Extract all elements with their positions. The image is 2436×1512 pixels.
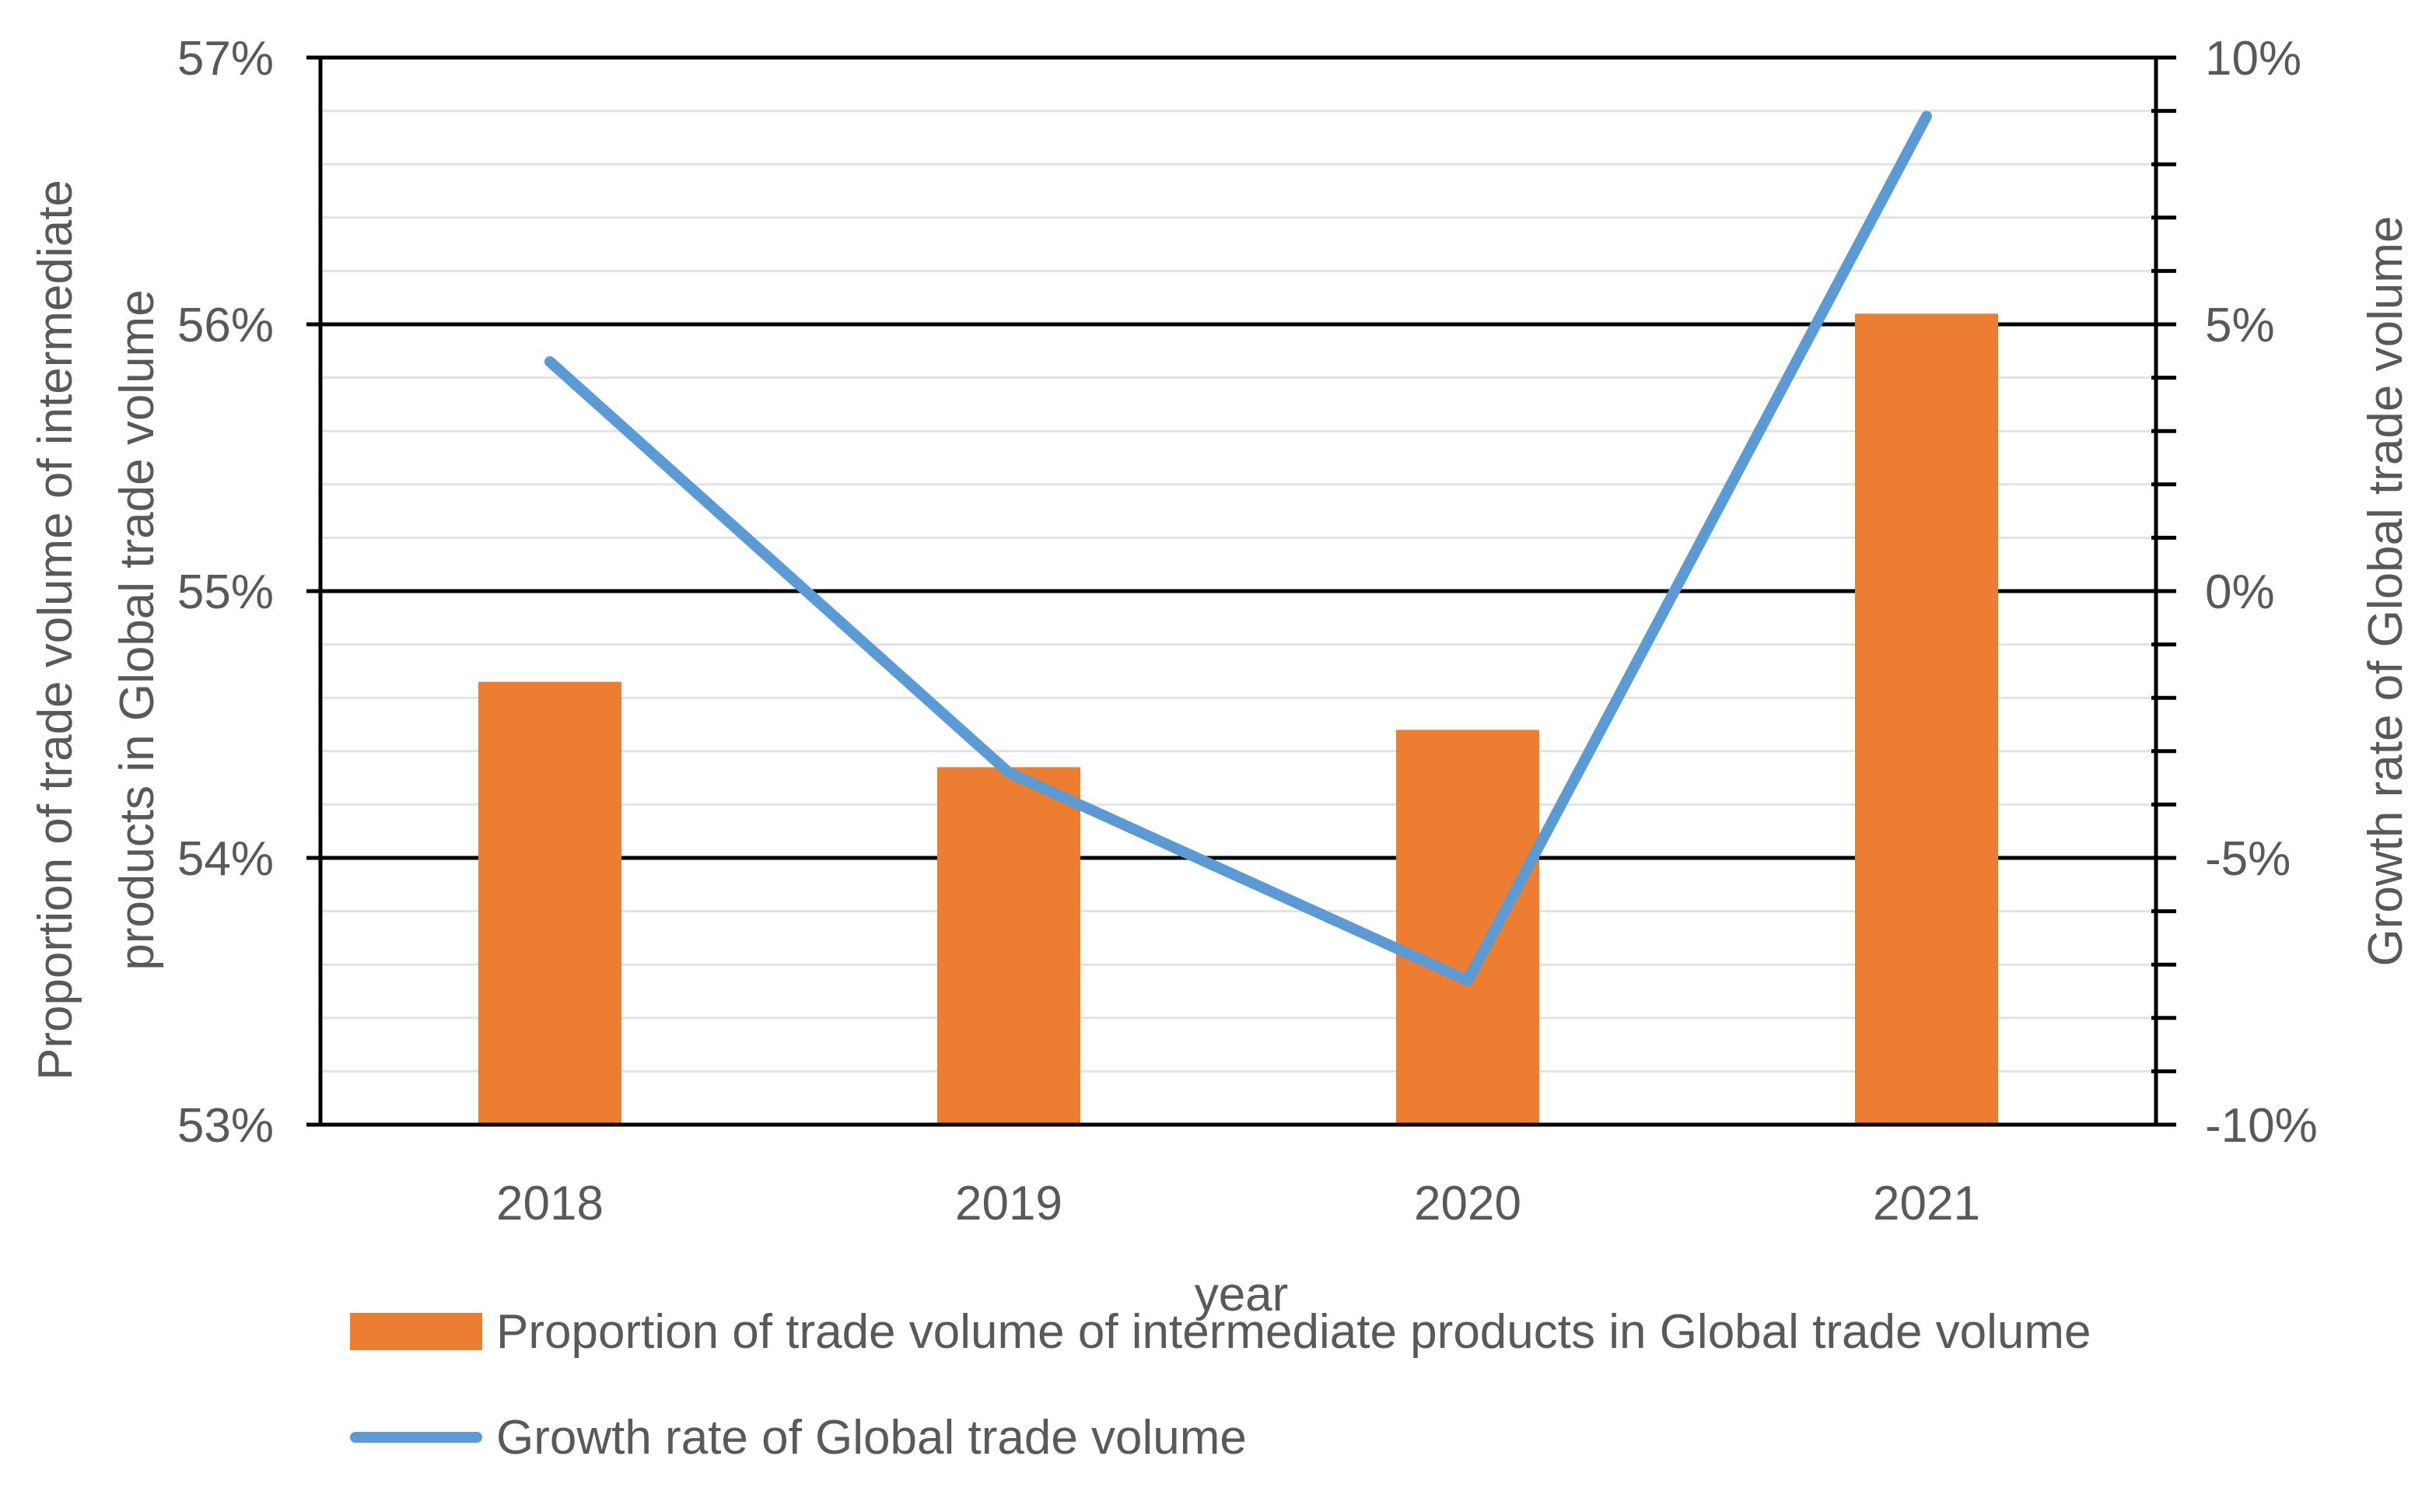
- right-axis-title: Growth rate of Global trade volume: [2359, 216, 2413, 967]
- legend-line-label: Growth rate of Global trade volume: [496, 1410, 1247, 1465]
- x-tick-label: 2020: [1414, 1177, 1521, 1230]
- x-tick-label: 2021: [1873, 1177, 1980, 1230]
- bar-series: [478, 313, 1998, 1125]
- right-tick-label: -5%: [2205, 832, 2291, 886]
- x-axis-tick-labels: 2018 2019 2020 2021: [496, 1177, 1980, 1230]
- legend-bar-label: Proportion of trade volume of intermedia…: [496, 1304, 2091, 1360]
- left-tick-label: 53%: [177, 1099, 274, 1153]
- legend: Proportion of trade volume of intermedia…: [350, 1300, 2091, 1512]
- x-tick-label: 2018: [496, 1177, 604, 1230]
- bar-2020: [1396, 730, 1539, 1125]
- right-tick-label: 10%: [2205, 32, 2301, 86]
- legend-bar-swatch: [350, 1313, 482, 1350]
- right-tick-label: 5%: [2205, 299, 2275, 352]
- x-tick-label: 2019: [955, 1177, 1062, 1230]
- left-axis-title-line2: products in Global trade volume: [110, 289, 164, 970]
- left-tick-label: 56%: [177, 299, 274, 352]
- legend-line-swatch: [350, 1432, 482, 1443]
- right-tick-label: -10%: [2205, 1099, 2318, 1153]
- left-tick-label: 57%: [177, 32, 274, 86]
- right-axis-ticks: [2151, 58, 2176, 1125]
- legend-item-line: Growth rate of Global trade volume: [350, 1406, 2091, 1468]
- left-axis-title-line1: Proportion of trade volume of intermedia…: [29, 180, 82, 1080]
- bar-2019: [937, 767, 1080, 1125]
- bar-2018: [478, 682, 621, 1125]
- line-series: [550, 116, 1927, 981]
- growth-rate-line: [550, 116, 1927, 980]
- right-tick-label: 0%: [2205, 565, 2275, 619]
- left-tick-label: 54%: [177, 832, 274, 886]
- left-axis-tick-labels: 53% 54% 55% 56% 57%: [177, 32, 274, 1153]
- right-axis-tick-labels: -10% -5% 0% 5% 10%: [2205, 32, 2318, 1153]
- left-tick-label: 55%: [177, 565, 274, 619]
- legend-item-bar: Proportion of trade volume of intermedia…: [350, 1300, 2091, 1363]
- bar-2021: [1855, 313, 1998, 1125]
